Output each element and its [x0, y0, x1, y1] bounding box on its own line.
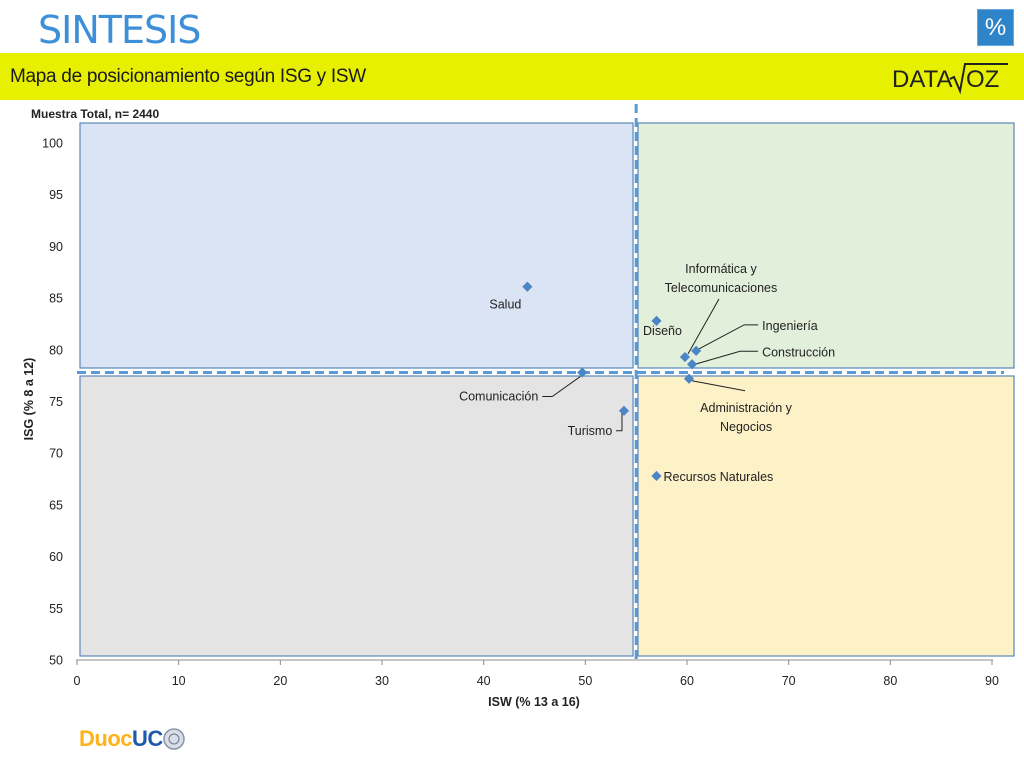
- reference-lines: [77, 104, 1004, 662]
- point-label-line: Construcción: [762, 345, 835, 359]
- point-label: Construcción: [762, 345, 835, 359]
- datavoz-logo: DATA OZ: [892, 63, 1008, 95]
- y-tick-label: 100: [42, 137, 63, 151]
- x-axis-title: ISW (% 13 a 16): [488, 695, 580, 709]
- x-tick-label: 40: [477, 674, 491, 688]
- point-label: Salud: [489, 298, 521, 312]
- point-label-line: Telecomunicaciones: [665, 281, 778, 295]
- data-point: [686, 359, 698, 370]
- x-tick-label: 20: [273, 674, 287, 688]
- y-tick-label: 85: [49, 292, 63, 306]
- point-label-line: Informática y: [685, 262, 757, 276]
- duoc-uc-wordmark: DuocUC: [79, 726, 163, 752]
- point-label: Informática y Telecomunicaciones: [665, 262, 778, 295]
- sample-label: Muestra Total, n= 2440: [31, 107, 159, 121]
- quadrant-top-right: [637, 122, 1015, 369]
- point-label-line: Salud: [489, 298, 521, 312]
- point-label: Recursos Naturales: [664, 470, 774, 484]
- point-label: Comunicación: [459, 390, 538, 404]
- duoc-word: Duoc: [79, 726, 133, 751]
- scatter-chart: 0 10 20 30 40 50 60 70 80 90 50 55 60 65 70 75 80 85 90 95…: [22, 104, 1015, 709]
- logo-text-data: DATA: [892, 66, 952, 93]
- y-tick-label: 55: [49, 602, 63, 616]
- logo-radical-mark: [949, 63, 1008, 95]
- point-label-line: Administración y: [700, 401, 792, 415]
- y-tick-label: 95: [49, 188, 63, 202]
- uc-word: UC: [132, 726, 163, 751]
- y-tick-label: 50: [49, 654, 63, 668]
- subtitle-banner: [0, 53, 1024, 100]
- data-point: [522, 281, 533, 292]
- data-point: [651, 470, 662, 482]
- point-label-line: Recursos Naturales: [664, 470, 774, 484]
- quadrants: [79, 122, 1015, 657]
- point-label: Diseño: [643, 324, 682, 338]
- x-tick-label: 80: [883, 674, 897, 688]
- chart-subtitle: Mapa de posicionamiento según ISG y ISW: [10, 66, 366, 87]
- point-label-line: Comunicación: [459, 390, 538, 404]
- data-points: [522, 281, 702, 482]
- point-label-line: Turismo: [568, 424, 613, 438]
- logo-text-oz: OZ: [966, 66, 999, 93]
- point-label: Administración y Negocios: [700, 401, 792, 434]
- point-label: Turismo: [568, 424, 613, 438]
- label-leaders: [542, 298, 759, 432]
- data-point: [679, 351, 691, 363]
- y-tick-label: 65: [49, 498, 63, 512]
- point-label-line: Diseño: [643, 324, 682, 338]
- point-labels: Salud Diseño Informática y Telecomunicacion…: [459, 262, 835, 484]
- x-ticks: 0 10 20 30 40 50 60 70 80 90: [74, 660, 999, 688]
- quadrant-bottom-right: [637, 375, 1015, 657]
- y-ticks: 50 55 60 65 70 75 80 85 90 95 100: [42, 137, 63, 668]
- page-title: SINTESIS: [38, 8, 201, 52]
- label-leader-line: [698, 324, 759, 350]
- point-label-line: Ingeniería: [762, 319, 818, 333]
- x-tick-label: 0: [74, 674, 81, 688]
- y-tick-label: 75: [49, 395, 63, 409]
- x-tick-label: 70: [782, 674, 796, 688]
- data-point: [683, 373, 695, 384]
- label-leader-line: [615, 412, 623, 432]
- y-tick-label: 60: [49, 550, 63, 564]
- percent-badge[interactable]: %: [977, 9, 1014, 46]
- label-leader-line: [542, 376, 581, 398]
- x-tick-label: 30: [375, 674, 389, 688]
- label-leader-line: [691, 380, 746, 392]
- y-tick-label: 90: [49, 240, 63, 254]
- y-tick-label: 70: [49, 447, 63, 461]
- label-leader-line: [694, 350, 759, 365]
- duoc-uc-logo: [76, 722, 186, 756]
- data-point: [577, 367, 588, 378]
- quadrant-bottom-left: [79, 375, 634, 657]
- quadrant-top-left: [79, 122, 634, 369]
- seal-icon: [163, 728, 185, 750]
- y-tick-label: 80: [49, 343, 63, 357]
- point-label-line: Negocios: [720, 420, 772, 434]
- x-tick-label: 60: [680, 674, 694, 688]
- x-tick-label: 10: [172, 674, 186, 688]
- label-leader-line: [687, 298, 720, 355]
- x-tick-label: 90: [985, 674, 999, 688]
- point-label: Ingeniería: [762, 319, 818, 333]
- x-tick-label: 50: [578, 674, 592, 688]
- y-axis-title: ISG (% 8 a 12): [22, 358, 36, 441]
